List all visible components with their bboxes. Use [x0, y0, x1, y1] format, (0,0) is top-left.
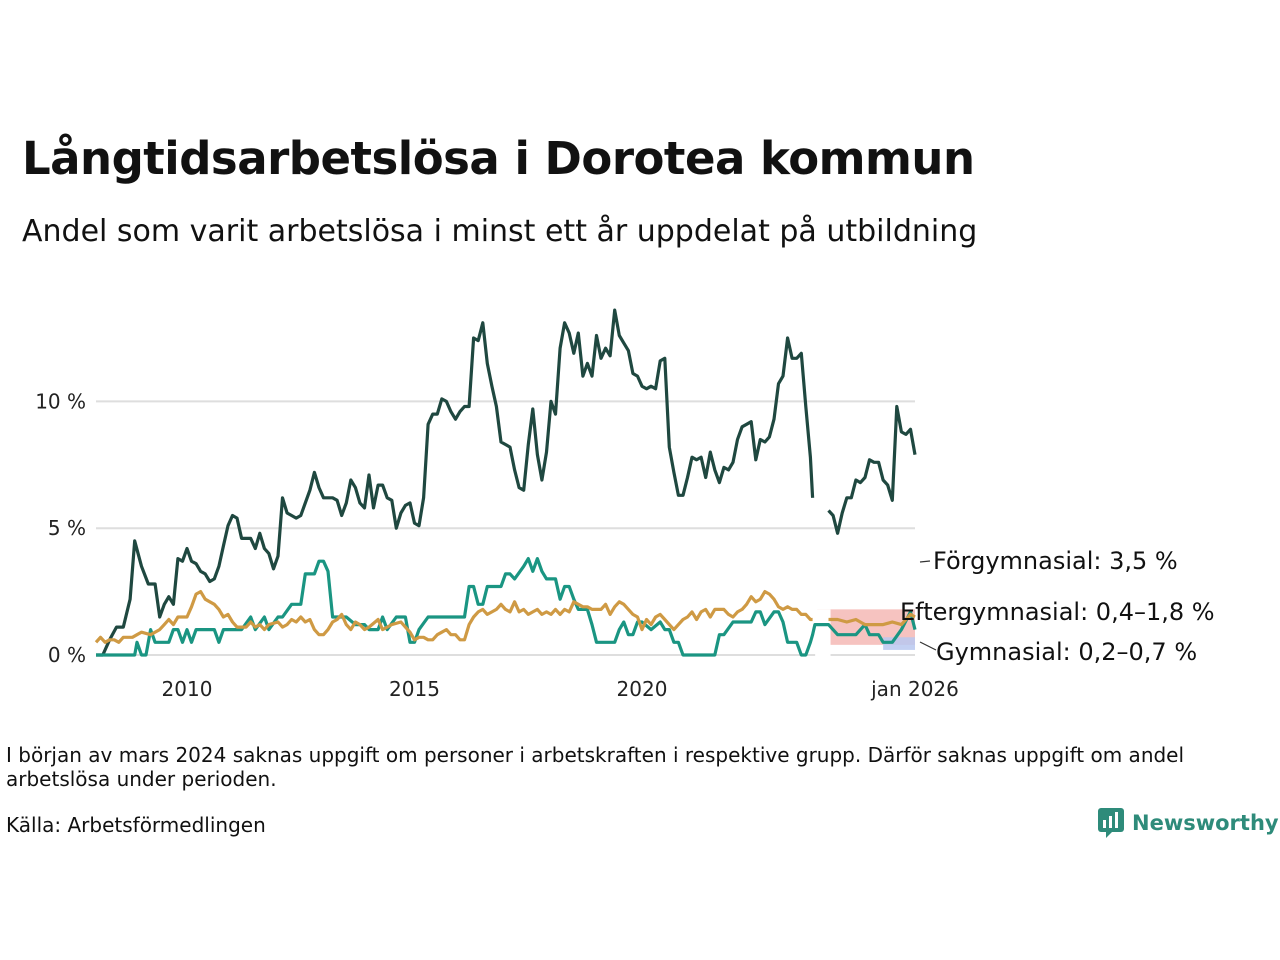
series-line — [96, 557, 917, 657]
y-tick-label: 0 % — [48, 643, 86, 667]
series-line — [96, 308, 815, 657]
eftergymnasial-end-label: Eftergymnasial: 0,4–1,8 % — [900, 598, 1215, 626]
line-chart: 0 % 5 % 10 % 2010 2015 2020 jan 2026 Förgymna… — [35, 308, 1215, 701]
gymnasial-range-band — [883, 637, 915, 650]
leader-line — [919, 641, 937, 651]
y-tick-label: 10 % — [35, 389, 86, 413]
logo-text: Newsworthy — [1132, 811, 1279, 835]
x-tick-label: 2015 — [389, 677, 440, 701]
source-label: Källa: Arbetsförmedlingen — [6, 813, 266, 837]
x-tick-label: 2020 — [617, 677, 668, 701]
x-tick-label: 2010 — [162, 677, 213, 701]
y-axis: 0 % 5 % 10 % — [35, 389, 86, 667]
gap-mask — [815, 609, 831, 657]
uncertainty-bands — [815, 609, 915, 657]
grid-lines — [96, 400, 915, 656]
series-line — [94, 590, 813, 644]
leader-line — [919, 560, 931, 563]
footnote: I början av mars 2024 saknas uppgift om … — [6, 743, 1185, 791]
series-line — [828, 612, 916, 627]
series-line — [827, 404, 917, 535]
y-tick-label: 5 % — [48, 516, 86, 540]
bar-chart-speech-icon — [1098, 808, 1124, 838]
gymnasial-end-label: Gymnasial: 0,2–0,7 % — [936, 638, 1197, 666]
newsworthy-logo[interactable]: Newsworthy — [1098, 808, 1279, 838]
chart-title: Långtidsarbetslösa i Dorotea kommun — [22, 132, 975, 185]
chart-subtitle: Andel som varit arbetslösa i minst ett å… — [22, 214, 978, 249]
x-tick-label: jan 2026 — [870, 677, 959, 701]
forgymnasial-end-label: Förgymnasial: 3,5 % — [933, 547, 1178, 575]
x-axis: 2010 2015 2020 jan 2026 — [162, 677, 959, 701]
series-lines — [94, 308, 917, 657]
end-labels: Förgymnasial: 3,5 % Eftergymnasial: 0,4–1… — [900, 547, 1215, 666]
